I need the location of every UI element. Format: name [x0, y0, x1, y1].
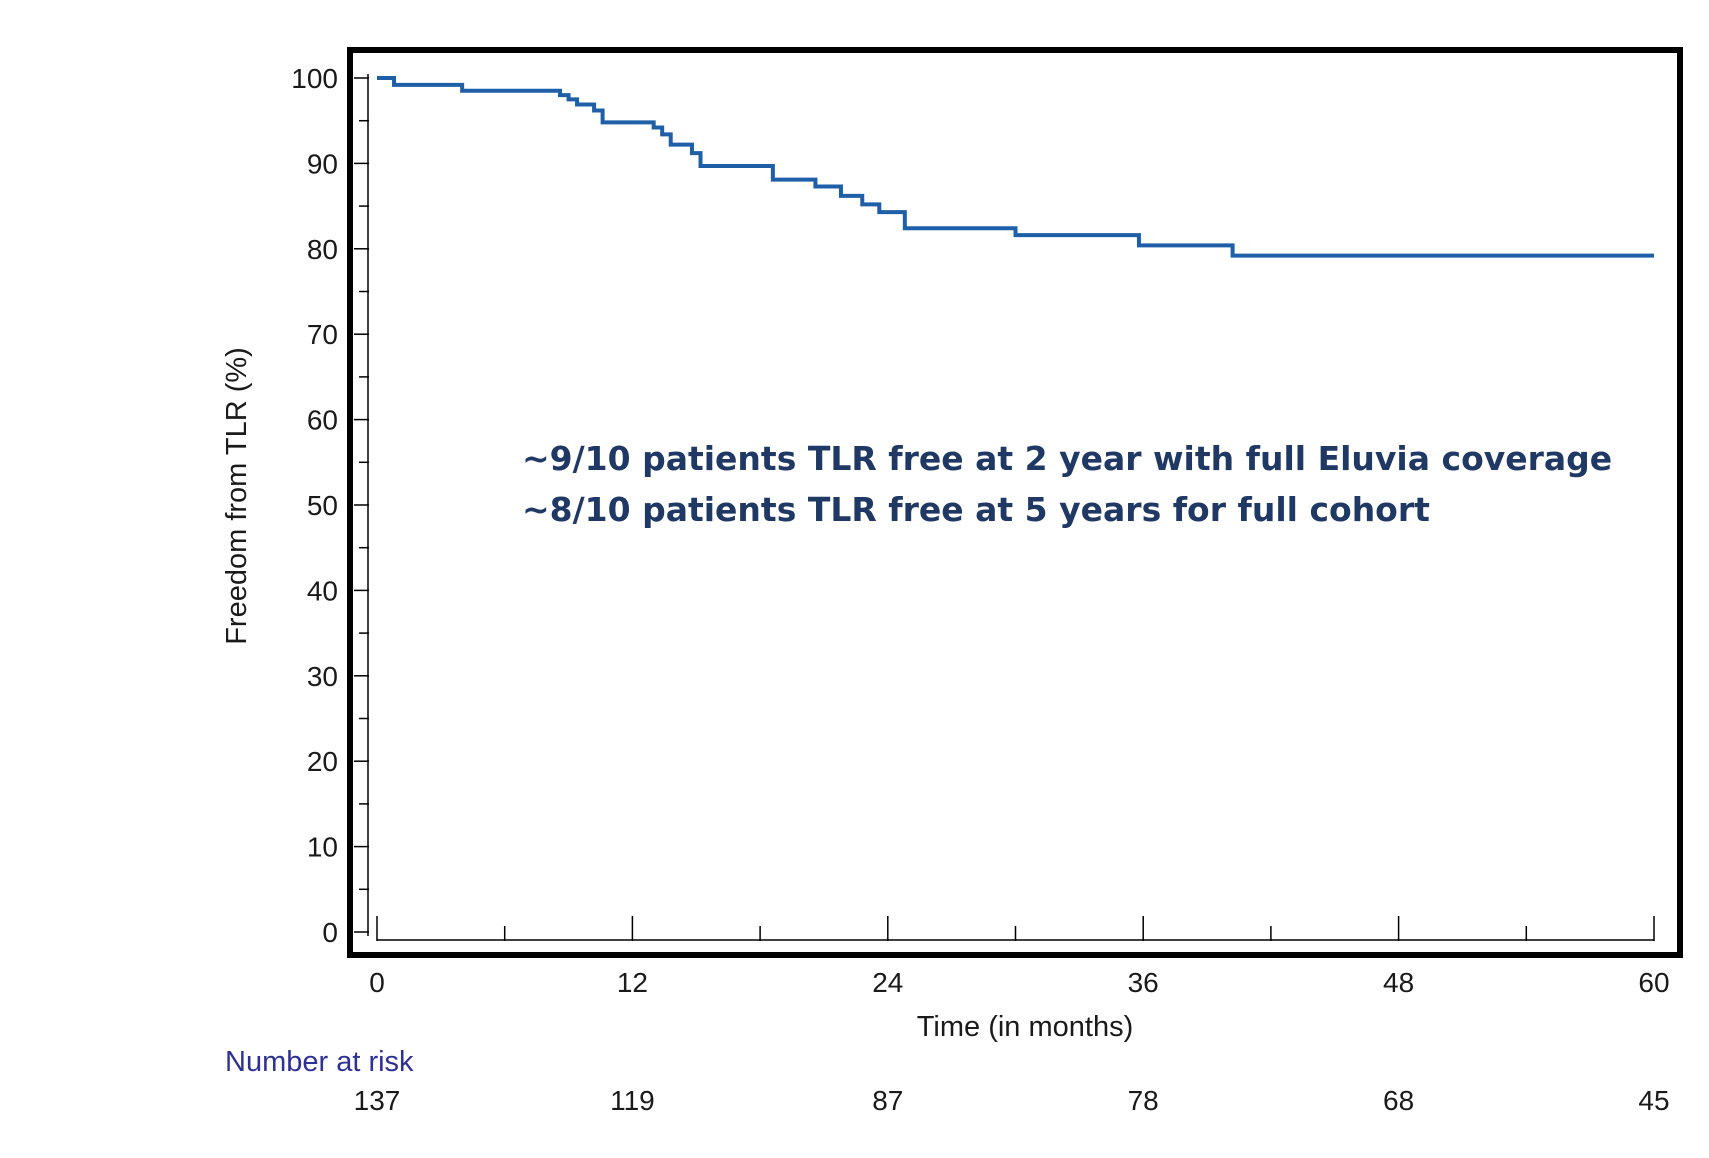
y-axis-title: Freedom from TLR (%)	[221, 347, 253, 645]
y-tick-label: 100	[291, 63, 338, 94]
y-tick-label: 50	[307, 490, 338, 521]
y-tick-label: 80	[307, 234, 338, 265]
series-layer	[377, 76, 1654, 258]
x-tick-label: 48	[1383, 967, 1414, 998]
x-tick-label: 0	[369, 967, 385, 998]
number-at-risk-value: 68	[1383, 1085, 1414, 1116]
x-tick-label: 12	[617, 967, 648, 998]
number-at-risk-row: 137 119 87 78 68 45	[354, 1085, 1670, 1116]
number-at-risk-value: 137	[354, 1085, 401, 1116]
number-at-risk-value: 87	[872, 1085, 903, 1116]
y-tick-label: 70	[307, 319, 338, 350]
y-tick-label: 10	[307, 832, 338, 863]
y-tick-label: 40	[307, 575, 338, 606]
x-tick-label: 24	[872, 967, 903, 998]
annotation-line-1: ~9/10 patients TLR free at 2 year with f…	[522, 439, 1612, 478]
y-tick-label: 90	[307, 148, 338, 179]
number-at-risk-value: 78	[1128, 1085, 1159, 1116]
y-tick-label: 30	[307, 661, 338, 692]
x-axis: 0 12 24 36 48 60	[369, 916, 1670, 998]
y-tick-label: 0	[322, 917, 338, 948]
annotation-line-2: ~8/10 patients TLR free at 5 years for f…	[522, 490, 1430, 529]
x-tick-label: 36	[1128, 967, 1159, 998]
y-axis: 0 10 20 30 40 50 60 70 80 90 100	[291, 63, 369, 948]
x-tick-label: 60	[1638, 967, 1669, 998]
number-at-risk-value: 119	[610, 1085, 655, 1116]
y-tick-label: 20	[307, 746, 338, 777]
number-at-risk-value: 45	[1638, 1085, 1669, 1116]
km-survival-curve	[377, 76, 1654, 258]
x-axis-title: Time (in months)	[917, 1011, 1133, 1043]
number-at-risk-title: Number at risk	[225, 1046, 414, 1078]
plot-frame	[347, 47, 1683, 958]
y-tick-label: 60	[307, 405, 338, 436]
